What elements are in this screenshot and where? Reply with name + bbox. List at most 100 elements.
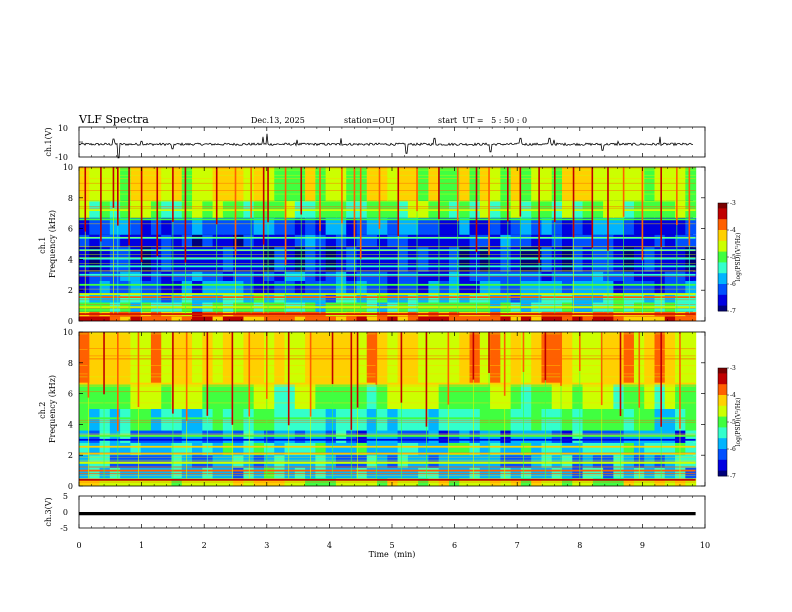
- spectrogram-cell: [222, 442, 234, 456]
- spectrogram-cell: [181, 442, 193, 456]
- spectrogram-cell: [664, 217, 676, 235]
- spectrogram-cell: [448, 217, 460, 235]
- spectrogram-cell: [428, 409, 440, 431]
- spectrogram-cell: [109, 280, 121, 294]
- spectrogram-cell: [685, 384, 697, 409]
- spectrogram-cell: [387, 332, 399, 385]
- spectrogram-cell: [603, 442, 614, 456]
- spectrogram-cell: [469, 280, 481, 294]
- spectrogram-cell: [79, 467, 90, 479]
- spectrogram-cell: [130, 167, 142, 201]
- spectrogram-sferic-tail: [263, 244, 265, 314]
- spectrogram-cell: [171, 280, 183, 294]
- spectrogram-sferic-tail: [416, 211, 418, 314]
- spectrogram-sferic-tail: [300, 214, 302, 314]
- spectrogram-cell: [623, 217, 635, 235]
- spectrogram-sferic-tail: [523, 372, 524, 479]
- spectrogram-cell: [109, 442, 121, 456]
- spectrogram-cell: [531, 409, 543, 431]
- spectrogram-cell: [233, 217, 245, 235]
- spectrogram-cell: [675, 280, 686, 294]
- spectrogram-cell: [592, 442, 604, 456]
- spectrogram-cell: [633, 234, 645, 248]
- spectrogram-freq-line: [79, 218, 696, 221]
- spectrogram-sferic-tail: [688, 245, 690, 314]
- spectrogram-cell: [520, 167, 532, 201]
- spectrogram-sferic: [688, 167, 691, 246]
- spectrogram-freq-line: [79, 462, 696, 464]
- spectrogram-cell: [109, 467, 121, 479]
- spectrogram-cell: [500, 234, 512, 248]
- spectrogram-sferic-tail: [216, 224, 218, 314]
- spectrogram-stripe: [79, 270, 696, 272]
- spectrogram-cell: [120, 442, 131, 456]
- spectrogram-cell: [79, 234, 90, 248]
- spectrogram-cell: [171, 332, 183, 385]
- colorbar-cell: [718, 227, 727, 231]
- spectrogram-cell: [377, 234, 388, 248]
- spectrogram-freq-line: [79, 283, 696, 286]
- spectrogram-sferic: [215, 167, 218, 225]
- spectrogram-cell: [572, 217, 584, 235]
- spectrogram-sferic: [103, 332, 105, 395]
- spectrogram-cell: [490, 409, 501, 431]
- spectrogram-cell: [274, 332, 286, 385]
- spectrogram-freq-line: [79, 257, 696, 260]
- spectrogram-cell: [469, 316, 481, 321]
- spectrogram-sferic-tail: [332, 384, 333, 479]
- spectrogram-cell: [181, 234, 193, 248]
- spectrogram-cell: [212, 316, 224, 321]
- spectrogram-freq-line: [79, 417, 696, 420]
- spectrogram-sferic: [319, 167, 321, 232]
- spectrogram-sferic-tail: [573, 237, 574, 314]
- ch2-colorbar: -3 -4 -5 -6 -7 log(PSD)(V²/Hz): [717, 365, 742, 480]
- spectrogram-cell: [212, 442, 224, 456]
- spectrogram-stripe: [79, 452, 696, 454]
- spectrogram-cell: [562, 409, 573, 431]
- spectrogram-cell: [171, 234, 183, 248]
- spectrogram-cell: [99, 442, 111, 456]
- spectrogram-cell: [284, 409, 296, 431]
- spectrogram-cell: [418, 280, 430, 294]
- spectrogram-cell: [356, 217, 368, 235]
- spectrogram-cell: [500, 167, 512, 201]
- spectrogram-cell: [89, 442, 101, 456]
- spectrogram-sferic: [507, 167, 509, 222]
- colorbar-cell: [718, 389, 727, 393]
- spectrogram-freq-line: [79, 438, 696, 441]
- spectrogram-cell: [140, 409, 152, 431]
- spectrogram-cell: [366, 217, 378, 235]
- spectrogram-cell: [397, 167, 409, 201]
- spectrogram-cell: [263, 384, 275, 409]
- colorbar-cell: [718, 302, 727, 306]
- spectrogram-cell: [315, 234, 327, 248]
- spectrogram-sferic-tail: [607, 250, 609, 314]
- colorbar-cell: [718, 297, 727, 301]
- spectrogram-cell: [233, 316, 245, 321]
- spectrogram-sferic-tail: [438, 219, 440, 314]
- spectrogram-stripe: [79, 299, 696, 301]
- spectrogram-cell: [140, 384, 152, 409]
- ch2-freq-axis-label: ch.2 Frequency (kHz): [38, 375, 57, 443]
- time-axis-tick-labels: 0 1 2 3 4 5 6 7 8 9 10: [76, 541, 710, 550]
- spectrogram-cell: [613, 332, 625, 385]
- spectrogram-cell: [562, 442, 573, 456]
- spectrogram-sferic: [660, 332, 662, 427]
- spectrogram-cell: [490, 234, 501, 248]
- time-tick-label: 8: [577, 541, 582, 550]
- spectrogram-cell: [294, 217, 306, 235]
- spectrogram-freq-line: [79, 469, 696, 472]
- spectrogram-cell: [263, 316, 275, 321]
- time-tick-label: 9: [640, 541, 645, 550]
- spectrogram-cell: [171, 467, 183, 479]
- spectrogram-sferic-tail: [472, 379, 474, 479]
- ch1-ytick-top: 10: [58, 124, 68, 133]
- spectrogram-cell: [490, 384, 501, 409]
- spectrogram-stripe: [79, 276, 696, 277]
- spectrogram-cell: [572, 167, 584, 201]
- spectrogram-cell: [541, 442, 553, 456]
- spectrogram-sferic: [676, 167, 678, 226]
- spectrogram-sferic-tail: [185, 262, 186, 314]
- spectrogram-cell: [130, 467, 142, 479]
- spectrogram-cell: [613, 234, 625, 248]
